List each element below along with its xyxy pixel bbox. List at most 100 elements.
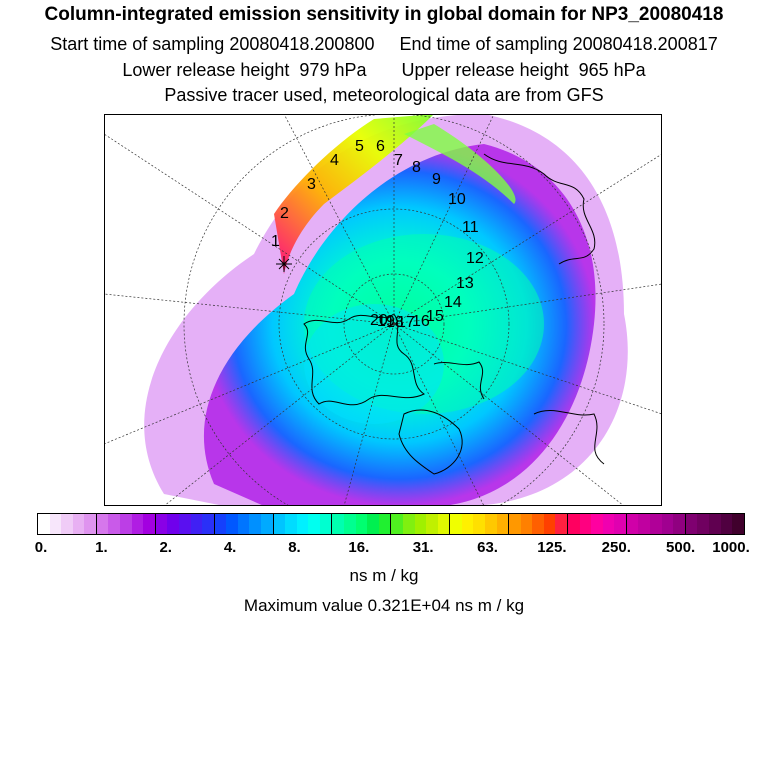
colorbar-swatch xyxy=(178,514,191,534)
colorbar-tick-label: 1000. xyxy=(712,539,750,556)
colorbar-swatch xyxy=(614,514,627,534)
colorbar-swatch xyxy=(120,514,132,534)
colorbar-tick-label: 63. xyxy=(477,539,498,556)
trajectory-label-7: 7 xyxy=(394,152,403,169)
colorbar-swatch xyxy=(450,514,462,534)
coastline-asia xyxy=(483,153,596,265)
colorbar-swatch xyxy=(296,514,309,534)
colorbar-swatch xyxy=(509,514,521,534)
latitude-circle-middle xyxy=(278,208,510,440)
coastline-greenland xyxy=(398,409,463,475)
colorbar-swatch xyxy=(84,514,97,534)
start-time: Start time of sampling 20080418.200800 xyxy=(50,34,375,54)
colorbar-tick-label: 1. xyxy=(95,539,108,556)
colorbar-tick-label: 2. xyxy=(159,539,172,556)
colorbar-swatch xyxy=(108,514,121,534)
colorbar-swatch xyxy=(555,514,569,534)
release-location-marker xyxy=(276,256,292,272)
trajectory-label-15: 15 xyxy=(426,308,444,325)
colorbar-swatch xyxy=(319,514,333,534)
trajectory-label-13: 13 xyxy=(456,275,474,292)
colorbar-swatch xyxy=(249,514,261,534)
colorbar-tick-label: 250. xyxy=(601,539,631,556)
colorbar-swatch xyxy=(332,514,345,534)
trajectory-label-3: 3 xyxy=(307,176,316,193)
colorbar-swatch xyxy=(496,514,510,534)
colorbar-swatch xyxy=(626,514,639,534)
colorbar-swatch xyxy=(49,514,62,534)
colorbar-tick-label: 0. xyxy=(34,539,48,556)
trajectory-label-2: 2 xyxy=(280,205,289,222)
colorbar-swatch xyxy=(131,514,144,534)
trajectory-label-19: 19 xyxy=(377,313,395,330)
colorbar-swatch xyxy=(378,514,392,534)
colorbar-swatch xyxy=(437,514,451,534)
colorbar-tick-label: 4. xyxy=(223,539,237,556)
colorbar-swatch xyxy=(273,514,286,534)
colorbar-swatch xyxy=(579,514,592,534)
colorbar xyxy=(37,513,745,535)
colorbar-swatch xyxy=(214,514,227,534)
coastline-north-america xyxy=(303,313,425,406)
end-time: End time of sampling 20080418.200817 xyxy=(399,34,718,54)
colorbar-swatch xyxy=(426,514,438,534)
colorbar-swatch xyxy=(402,514,415,534)
colorbar-swatch xyxy=(38,514,50,534)
high-sensitivity-ribbon xyxy=(274,114,434,274)
tracer-note: Passive tracer used, meteorological data… xyxy=(164,85,604,105)
colorbar-swatch xyxy=(414,514,427,534)
colorbar-swatch xyxy=(155,514,168,534)
latitude-circle-inner xyxy=(343,273,445,375)
colorbar-tick-label: 500. xyxy=(666,539,696,556)
trajectory-label-10: 10 xyxy=(448,191,466,208)
colorbar-swatch xyxy=(638,514,651,534)
colorbar-swatch xyxy=(685,514,698,534)
colorbar-swatch xyxy=(473,514,485,534)
colorbar-swatch xyxy=(344,514,356,534)
trajectory-label-12: 12 xyxy=(466,250,484,267)
colorbar-swatch xyxy=(568,514,580,534)
sampling-times-line: Start time of sampling 20080418.200800 E… xyxy=(0,34,768,55)
colorbar-tick-label: 125. xyxy=(537,539,567,556)
colorbar-unit: ns m / kg xyxy=(349,566,419,585)
plot-title: Column-integrated emission sensitivity i… xyxy=(44,4,724,25)
trajectory-label-5: 5 xyxy=(355,138,364,155)
colorbar-tick-label: 31. xyxy=(412,539,434,556)
trajectory-label-4: 4 xyxy=(330,152,339,169)
colorbar-swatch xyxy=(461,514,474,534)
trajectory-label-9: 9 xyxy=(432,171,441,188)
colorbar-swatch xyxy=(367,514,379,534)
colorbar-swatch xyxy=(543,514,556,534)
polar-map: 1 2 3 4 5 6 7 8 9 10 11 12 13 14 15 16 1… xyxy=(104,114,662,506)
colorbar-swatch xyxy=(650,514,662,534)
colorbar-swatch xyxy=(260,514,274,534)
colorbar-swatch xyxy=(391,514,403,534)
trajectory-label-17: 17 xyxy=(397,314,415,331)
colorbar-swatch xyxy=(732,514,744,534)
colorbar-tick-labels: 0. 1. 2. 4. 8. 16. 31. 63. 125. 250. 500. 1000. xyxy=(0,539,768,559)
colorbar-swatch xyxy=(661,514,674,534)
trajectory-label-6: 6 xyxy=(376,138,385,155)
colorbar-swatch xyxy=(308,514,320,534)
colorbar-swatch xyxy=(96,514,109,534)
trajectory-label-20: 20 xyxy=(370,312,388,329)
colorbar-swatch xyxy=(285,514,297,534)
colorbar-swatch xyxy=(697,514,709,534)
colorbar-tick-label: 8. xyxy=(288,539,301,556)
colorbar-swatch xyxy=(202,514,215,534)
trajectory-label-11: 11 xyxy=(462,219,479,236)
trajectory-label-8: 8 xyxy=(412,159,421,176)
lower-release-height: Lower release height 979 hPa xyxy=(122,60,367,80)
colorbar-tick-label: 16. xyxy=(348,539,370,556)
colorbar-swatch xyxy=(167,514,179,534)
colorbar-swatch xyxy=(226,514,238,534)
colorbar-swatch xyxy=(72,514,85,534)
colorbar-swatch xyxy=(708,514,721,534)
colorbar-swatch xyxy=(591,514,603,534)
upper-release-height: Upper release height 965 hPa xyxy=(401,60,646,80)
colorbar-swatch xyxy=(532,514,544,534)
trajectory-label-1: 1 xyxy=(271,233,280,250)
colorbar-swatch xyxy=(61,514,73,534)
release-heights-line: Lower release height 979 hPa Upper relea… xyxy=(0,60,768,81)
colorbar-swatch xyxy=(520,514,533,534)
